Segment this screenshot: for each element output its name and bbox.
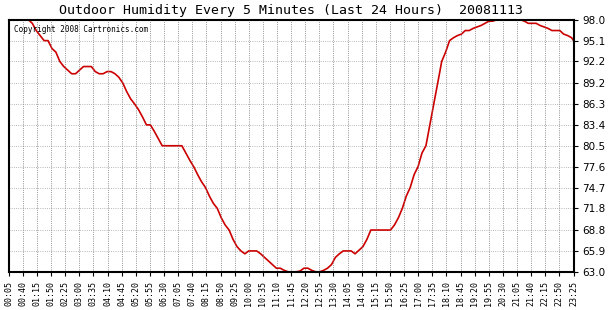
- Title: Outdoor Humidity Every 5 Minutes (Last 24 Hours)  20081113: Outdoor Humidity Every 5 Minutes (Last 2…: [59, 4, 523, 17]
- Text: Copyright 2008 Cartronics.com: Copyright 2008 Cartronics.com: [14, 25, 148, 34]
